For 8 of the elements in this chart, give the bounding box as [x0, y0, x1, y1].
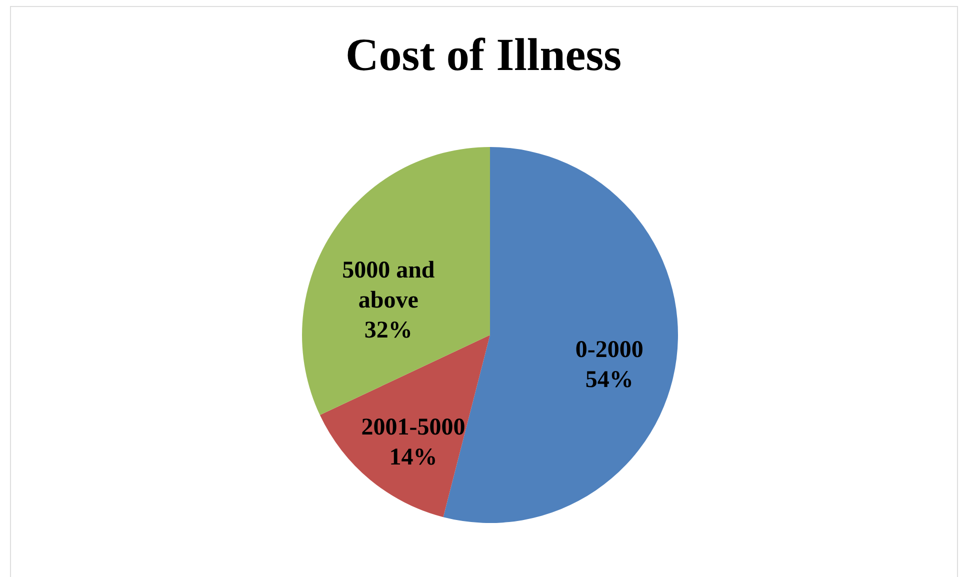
pie-slice [302, 147, 490, 416]
data-label: 32% [364, 318, 412, 344]
slice-label: 0-2000 [575, 337, 644, 364]
data-label: 14% [389, 444, 438, 471]
data-label: 54% [585, 367, 634, 394]
slice-label: 5000 and above [342, 258, 436, 314]
slice-label: 2001-5000 [361, 414, 466, 441]
chart-title: Cost of Illness [345, 29, 622, 80]
